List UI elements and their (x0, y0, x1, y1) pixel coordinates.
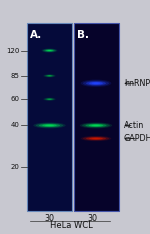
Ellipse shape (45, 98, 54, 100)
Ellipse shape (81, 136, 111, 141)
Ellipse shape (45, 125, 54, 126)
Ellipse shape (46, 50, 53, 51)
Ellipse shape (47, 75, 52, 77)
Ellipse shape (47, 50, 52, 51)
Ellipse shape (86, 137, 106, 140)
Ellipse shape (89, 138, 103, 139)
Ellipse shape (92, 138, 100, 139)
Text: 60: 60 (11, 96, 20, 102)
Ellipse shape (94, 83, 98, 84)
Text: 85: 85 (11, 73, 20, 79)
Text: 30: 30 (87, 214, 97, 223)
Ellipse shape (92, 82, 100, 84)
Text: A.: A. (30, 30, 42, 40)
Ellipse shape (43, 74, 56, 77)
Ellipse shape (94, 125, 98, 126)
Ellipse shape (43, 49, 56, 52)
Ellipse shape (48, 75, 51, 76)
Ellipse shape (42, 124, 57, 127)
Text: HeLa WCL: HeLa WCL (50, 221, 93, 230)
Text: GAPDH: GAPDH (124, 134, 150, 143)
Text: 120: 120 (6, 48, 20, 54)
Ellipse shape (94, 138, 98, 139)
Ellipse shape (44, 75, 55, 77)
Ellipse shape (83, 137, 109, 140)
Bar (74, 23, 118, 211)
Ellipse shape (48, 50, 51, 51)
Text: 30: 30 (45, 214, 54, 223)
Ellipse shape (42, 48, 57, 53)
Text: hnRNP: hnRNP (124, 79, 150, 88)
Ellipse shape (39, 124, 60, 127)
Ellipse shape (33, 122, 66, 128)
Text: B.: B. (76, 30, 88, 40)
Ellipse shape (47, 125, 52, 126)
Ellipse shape (82, 123, 110, 128)
Ellipse shape (44, 49, 55, 52)
Ellipse shape (45, 75, 54, 77)
Ellipse shape (81, 80, 111, 87)
Ellipse shape (86, 81, 106, 85)
Ellipse shape (89, 82, 103, 85)
Text: 40: 40 (11, 122, 20, 128)
Ellipse shape (44, 98, 55, 100)
Text: 20: 20 (11, 164, 20, 170)
Ellipse shape (48, 99, 51, 100)
Text: Actin: Actin (124, 121, 144, 130)
Ellipse shape (36, 123, 63, 128)
Ellipse shape (80, 122, 112, 128)
Ellipse shape (85, 124, 106, 127)
Ellipse shape (92, 125, 100, 126)
Ellipse shape (43, 98, 56, 101)
Bar (27, 23, 72, 211)
Ellipse shape (83, 80, 109, 86)
Ellipse shape (47, 99, 52, 100)
Ellipse shape (89, 124, 103, 127)
